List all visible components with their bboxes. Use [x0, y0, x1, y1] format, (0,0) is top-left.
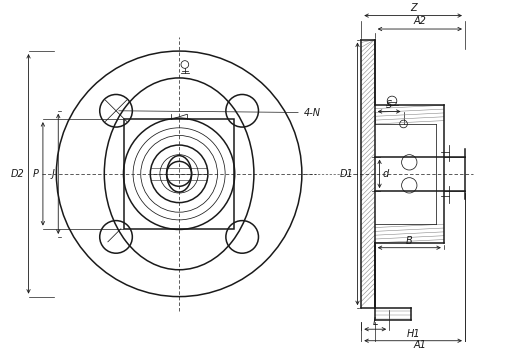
- Text: A1: A1: [413, 340, 426, 350]
- Text: Z: Z: [410, 3, 416, 13]
- Text: d: d: [382, 169, 389, 179]
- Text: P: P: [33, 169, 39, 179]
- Text: A2: A2: [413, 16, 426, 26]
- Text: H1: H1: [406, 329, 420, 339]
- Text: S: S: [386, 100, 392, 110]
- Text: D1: D1: [340, 169, 354, 179]
- Text: L: L: [373, 317, 378, 327]
- Text: B: B: [406, 236, 413, 246]
- Text: D2: D2: [11, 169, 25, 179]
- Bar: [124, 119, 234, 229]
- Text: 4-N: 4-N: [119, 107, 321, 118]
- Text: J: J: [51, 169, 54, 179]
